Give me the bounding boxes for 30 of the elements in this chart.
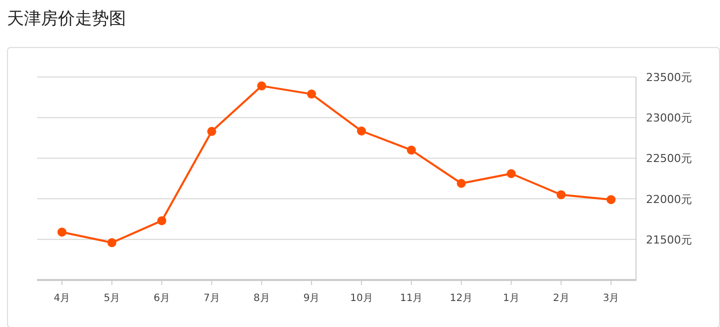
point <box>456 178 466 188</box>
x-tick-label: 3月 <box>602 293 620 304</box>
point <box>356 126 366 136</box>
point <box>556 190 566 200</box>
point <box>57 228 66 237</box>
x-tick-label: 2月 <box>552 293 570 304</box>
y-tick-label: 23000元 <box>646 112 692 125</box>
point <box>157 216 166 226</box>
x-tick-label: 7月 <box>204 293 220 304</box>
point <box>606 195 616 204</box>
point <box>207 126 216 136</box>
y-tick-label: 22500元 <box>646 152 692 166</box>
x-tick-label: 6月 <box>154 293 170 304</box>
x-tick-label: 11月 <box>400 293 423 304</box>
point <box>257 81 266 90</box>
y-tick-label: 22000元 <box>646 192 692 206</box>
x-tick-label: 9月 <box>303 293 320 304</box>
chart-title: 天津房价走势图 <box>7 9 126 28</box>
point <box>506 169 516 178</box>
x-tick-label: 8月 <box>253 293 270 304</box>
y-tick-label: 21500元 <box>646 233 692 246</box>
x-tick-label: 12月 <box>450 293 473 304</box>
x-tick-label: 1月 <box>503 293 520 304</box>
x-tick-label: 4月 <box>54 293 70 304</box>
y-tick-label: 23500元 <box>646 71 692 84</box>
point <box>307 90 316 99</box>
x-tick-label: 10月 <box>350 293 373 304</box>
point <box>107 238 116 248</box>
x-tick-label: 5月 <box>104 293 120 304</box>
point <box>406 146 416 155</box>
